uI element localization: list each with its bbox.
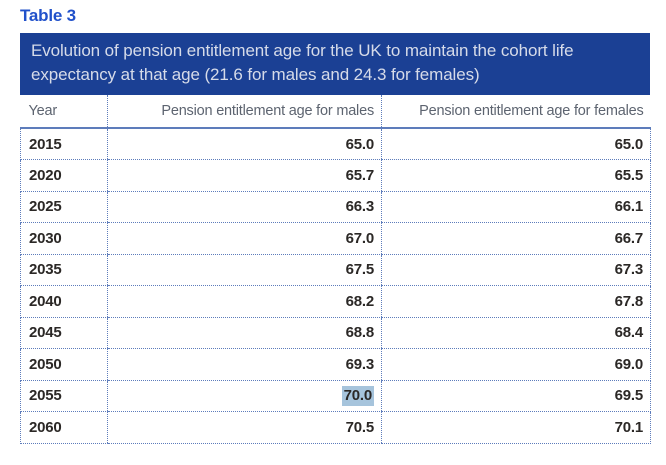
- table-row: 2020 65.7 65.5: [20, 159, 651, 192]
- males-value-cell: 70.5: [107, 411, 382, 444]
- pension-age-table: Year Pension entitlement age for males P…: [20, 95, 651, 444]
- females-value-cell: 66.7: [381, 222, 651, 255]
- year-cell: 2035: [20, 254, 108, 286]
- males-value-cell: 65.7: [107, 159, 382, 192]
- header-row: Year Pension entitlement age for males P…: [20, 95, 651, 129]
- column-header-year: Year: [20, 95, 108, 129]
- males-value-cell: 70.0: [107, 380, 382, 412]
- table-label: Table 3: [20, 6, 76, 25]
- year-cell: 2025: [20, 191, 108, 223]
- females-value-cell: 70.1: [381, 411, 651, 444]
- females-value-cell: 69.0: [381, 348, 651, 381]
- males-value-cell: 65.0: [107, 128, 382, 160]
- table-title-text: Evolution of pension entitlement age for…: [31, 41, 574, 84]
- year-cell: 2020: [20, 159, 108, 192]
- males-value-cell: 67.0: [107, 222, 382, 255]
- females-value-cell: 66.1: [381, 191, 651, 223]
- column-header-males: Pension entitlement age for males: [107, 95, 382, 129]
- year-cell: 2055: [20, 380, 108, 412]
- females-value-cell: 67.3: [381, 254, 651, 286]
- males-value-cell: 68.8: [107, 317, 382, 349]
- table-row: 2055 70.0 69.5: [20, 380, 651, 412]
- table-row: 2050 69.3 69.0: [20, 348, 651, 381]
- males-value-cell: 69.3: [107, 348, 382, 381]
- table-row: 2045 68.8 68.4: [20, 317, 651, 349]
- males-value-cell: 67.5: [107, 254, 382, 286]
- year-cell: 2050: [20, 348, 108, 381]
- females-value-cell: 69.5: [381, 380, 651, 412]
- table-row: 2025 66.3 66.1: [20, 191, 651, 223]
- year-cell: 2030: [20, 222, 108, 255]
- selection-highlight: 70.0: [341, 386, 374, 407]
- females-value-cell: 68.4: [381, 317, 651, 349]
- table-row: 2060 70.5 70.1: [20, 411, 651, 444]
- table-row: 2040 68.2 67.8: [20, 285, 651, 318]
- table-title-banner: Evolution of pension entitlement age for…: [20, 33, 650, 95]
- males-value-cell: 68.2: [107, 285, 382, 318]
- males-value-cell: 66.3: [107, 191, 382, 223]
- year-cell: 2045: [20, 317, 108, 349]
- females-value-cell: 65.5: [381, 159, 651, 192]
- table-row: 2030 67.0 66.7: [20, 222, 651, 255]
- year-cell: 2015: [20, 128, 108, 160]
- females-value-cell: 67.8: [381, 285, 651, 318]
- year-cell: 2040: [20, 285, 108, 318]
- year-cell: 2060: [20, 411, 108, 444]
- females-value-cell: 65.0: [381, 128, 651, 160]
- table-row: 2035 67.5 67.3: [20, 254, 651, 286]
- table-row: 2015 65.0 65.0: [20, 128, 651, 160]
- column-header-females: Pension entitlement age for females: [381, 95, 651, 129]
